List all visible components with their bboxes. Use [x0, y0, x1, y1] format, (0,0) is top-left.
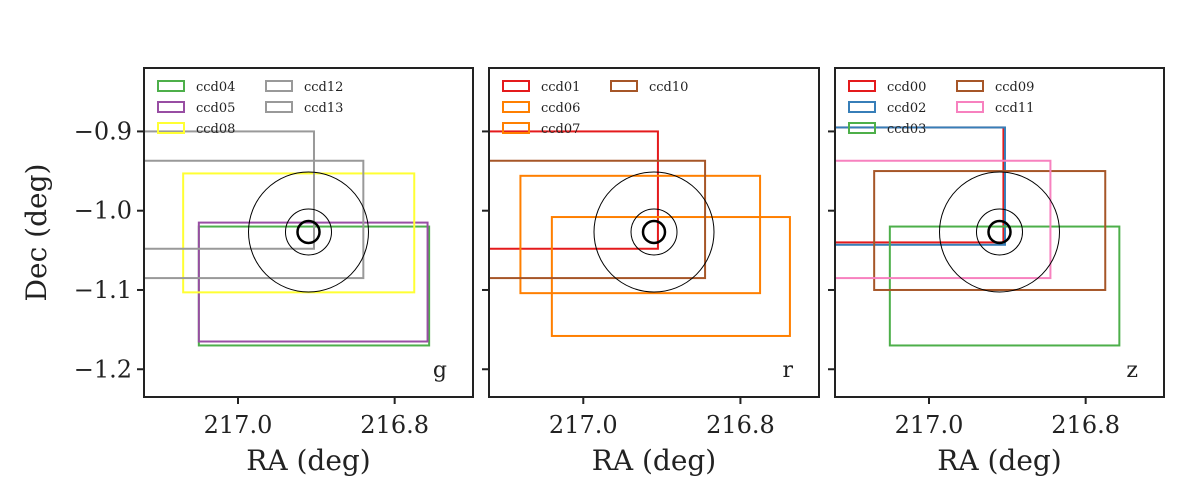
- legend: ccd01 ccd06 ccd07 ccd10: [502, 80, 688, 137]
- band-label: r: [782, 358, 793, 383]
- legend-swatch-ccd03: [848, 122, 876, 134]
- y-tick-label: −0.9: [74, 117, 132, 145]
- x-tick-label: 217.0: [895, 411, 964, 439]
- legend-label-ccd01: ccd01: [541, 80, 580, 95]
- target-outer-circle: [593, 171, 715, 293]
- y-axis-label: Dec (deg): [20, 164, 53, 302]
- ccd-outline-ccd12: [143, 130, 315, 250]
- target-inner-circle: [296, 219, 321, 245]
- panel-z: 217.0 216.8RA (deg)zccd00ccd02ccd03ccd09c…: [828, 67, 1165, 477]
- legend: ccd04 ccd05 ccd08 ccd12 ccd13: [157, 80, 343, 137]
- target-middle-circle: [630, 208, 678, 256]
- legend-swatch-ccd13: [265, 101, 293, 113]
- legend-swatch-ccd10: [610, 80, 638, 92]
- legend-swatch-ccd01: [502, 80, 530, 92]
- x-tick-label: 216.8: [706, 411, 775, 439]
- target-outer-circle: [939, 171, 1060, 293]
- legend-swatch-ccd06: [502, 101, 530, 113]
- ccd-outline-ccd09: [873, 170, 1107, 291]
- legend-label-ccd10: ccd10: [649, 80, 688, 95]
- legend-label-ccd02: ccd02: [887, 101, 926, 116]
- legend-label-ccd13: ccd13: [304, 101, 343, 116]
- ccd-outline-ccd00: [834, 126, 1005, 244]
- legend-swatch-ccd08: [157, 122, 185, 134]
- ccd-outline-ccd11: [834, 159, 1052, 280]
- legend-swatch-ccd04: [157, 80, 185, 92]
- legend-label-ccd03: ccd03: [887, 122, 926, 137]
- legend-label-ccd00: ccd00: [887, 80, 926, 95]
- legend-swatch-ccd05: [157, 101, 185, 113]
- band-label: g: [433, 358, 447, 383]
- legend-swatch-ccd07: [502, 122, 530, 134]
- x-tick-label: 217.0: [204, 411, 273, 439]
- legend: ccd00 ccd02 ccd03 ccd09 ccd11: [848, 80, 1034, 137]
- ccd-outline-ccd13: [143, 159, 365, 280]
- ccd-outline-ccd03: [888, 225, 1121, 347]
- target-inner-circle: [641, 219, 667, 245]
- legend-swatch-ccd00: [848, 80, 876, 92]
- x-tick-label: 217.0: [549, 411, 618, 439]
- ccd-outline-ccd07: [550, 216, 791, 337]
- band-label: z: [1126, 358, 1138, 383]
- x-axis-label: RA (deg): [937, 444, 1061, 477]
- panel-frame: [834, 67, 1165, 398]
- panel-g: 217.0 216.8 −0.9 −1.0 −1.1 −1.2 RA (deg) Dec (d…: [20, 67, 474, 477]
- legend-label-ccd11: ccd11: [995, 101, 1034, 116]
- legend-swatch-ccd02: [848, 101, 876, 113]
- y-tick-label: −1.2: [74, 355, 132, 383]
- panel-frame: [143, 67, 474, 398]
- legend-swatch-ccd09: [956, 80, 984, 92]
- target-middle-circle: [285, 208, 332, 256]
- panel-frame: [488, 67, 820, 398]
- legend-swatch-ccd11: [956, 101, 984, 113]
- x-tick-label: 216.8: [360, 411, 429, 439]
- y-tick-label: −1.0: [74, 197, 132, 225]
- legend-label-ccd12: ccd12: [304, 80, 343, 95]
- target-inner-circle: [987, 219, 1012, 245]
- x-axis-label: RA (deg): [246, 444, 370, 477]
- x-axis-label: RA (deg): [592, 444, 716, 477]
- x-tick-label: 216.8: [1051, 411, 1120, 439]
- target-outer-circle: [248, 171, 369, 293]
- panel-r: 217.0 216.8 RA (deg) r ccd01 ccd06 ccd07 ccd10: [482, 67, 820, 477]
- ccd-outline-ccd08: [182, 172, 416, 294]
- y-tick-label: −1.1: [74, 276, 132, 304]
- legend-label-ccd08: ccd08: [196, 122, 235, 137]
- ccd-outline-ccd01: [488, 130, 659, 250]
- legend-label-ccd06: ccd06: [541, 101, 580, 116]
- ccd-outline-ccd06: [519, 174, 762, 295]
- legend-label-ccd05: ccd05: [196, 101, 235, 116]
- legend-label-ccd04: ccd04: [196, 80, 235, 95]
- legend-swatch-ccd12: [265, 80, 293, 92]
- legend-label-ccd09: ccd09: [995, 80, 1034, 95]
- target-middle-circle: [976, 208, 1023, 256]
- legend-label-ccd07: ccd07: [541, 122, 580, 137]
